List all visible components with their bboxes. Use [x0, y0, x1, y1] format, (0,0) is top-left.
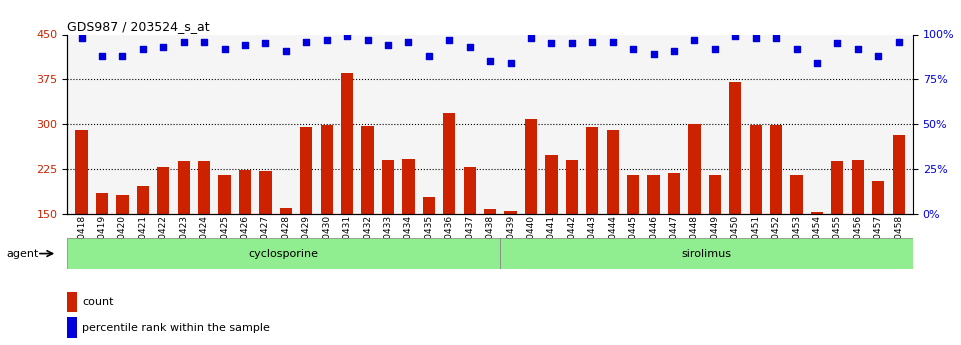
FancyBboxPatch shape — [67, 238, 501, 269]
Bar — [729, 82, 741, 304]
Point — [278, 48, 293, 53]
Point — [687, 37, 702, 43]
Point — [237, 42, 253, 48]
Bar — [158, 167, 169, 304]
Point — [401, 39, 416, 45]
Point — [503, 60, 518, 66]
Bar — [484, 209, 496, 304]
Point — [707, 46, 723, 52]
Point — [359, 37, 375, 43]
Bar — [116, 195, 129, 304]
Point — [319, 37, 334, 43]
Point — [809, 60, 825, 66]
Bar — [403, 159, 414, 304]
Bar — [893, 135, 904, 304]
Point — [114, 53, 130, 59]
Point — [850, 46, 866, 52]
Bar — [423, 197, 435, 304]
Bar — [811, 212, 823, 304]
Bar — [67, 292, 78, 312]
Point — [646, 51, 661, 57]
Bar — [606, 130, 619, 304]
Bar — [76, 130, 87, 304]
Bar — [872, 181, 884, 304]
Point — [74, 35, 89, 41]
FancyBboxPatch shape — [501, 238, 913, 269]
Point — [769, 35, 784, 41]
Bar — [382, 160, 394, 304]
Text: cyclosporine: cyclosporine — [249, 249, 319, 258]
Bar — [545, 155, 557, 304]
Point — [544, 41, 559, 46]
Point — [176, 39, 191, 45]
Bar — [648, 175, 659, 304]
Bar — [566, 160, 578, 304]
Point — [339, 33, 355, 39]
Point — [462, 44, 478, 50]
Point — [871, 53, 886, 59]
Bar — [178, 161, 190, 304]
Point — [381, 42, 396, 48]
Text: sirolimus: sirolimus — [681, 249, 731, 258]
Point — [482, 59, 498, 64]
Bar — [300, 127, 312, 304]
Point — [258, 41, 273, 46]
Bar — [790, 175, 802, 304]
Point — [891, 39, 906, 45]
Bar — [67, 317, 78, 338]
Bar — [198, 161, 210, 304]
Point — [666, 48, 681, 53]
Bar — [341, 73, 354, 304]
Point — [217, 46, 233, 52]
Bar — [627, 175, 639, 304]
Bar — [361, 126, 374, 304]
Bar — [851, 160, 864, 304]
Bar — [505, 211, 517, 304]
Bar — [259, 171, 272, 304]
Point — [564, 41, 579, 46]
Point — [584, 39, 600, 45]
Point — [421, 53, 436, 59]
Point — [94, 53, 110, 59]
Point — [829, 41, 845, 46]
Bar — [770, 125, 782, 304]
Bar — [688, 124, 701, 304]
Bar — [280, 208, 292, 304]
Point — [605, 39, 621, 45]
Point — [727, 33, 743, 39]
Text: percentile rank within the sample: percentile rank within the sample — [83, 323, 270, 333]
Bar — [136, 186, 149, 304]
Point — [748, 35, 763, 41]
Bar — [239, 170, 251, 304]
Text: GDS987 / 203524_s_at: GDS987 / 203524_s_at — [67, 20, 209, 33]
Point — [196, 39, 211, 45]
Point — [136, 46, 151, 52]
Bar — [750, 125, 762, 304]
Point — [441, 37, 456, 43]
Point — [626, 46, 641, 52]
Bar — [96, 193, 109, 304]
Text: agent: agent — [7, 249, 39, 258]
Text: count: count — [83, 297, 114, 307]
Point — [156, 44, 171, 50]
Bar — [831, 161, 844, 304]
Point — [524, 35, 539, 41]
Bar — [708, 175, 721, 304]
Bar — [321, 125, 333, 304]
Bar — [443, 114, 456, 304]
Bar — [586, 127, 599, 304]
Point — [789, 46, 804, 52]
Bar — [525, 119, 537, 304]
Bar — [218, 175, 231, 304]
Bar — [668, 173, 680, 304]
Bar — [463, 167, 476, 304]
Point — [299, 39, 314, 45]
